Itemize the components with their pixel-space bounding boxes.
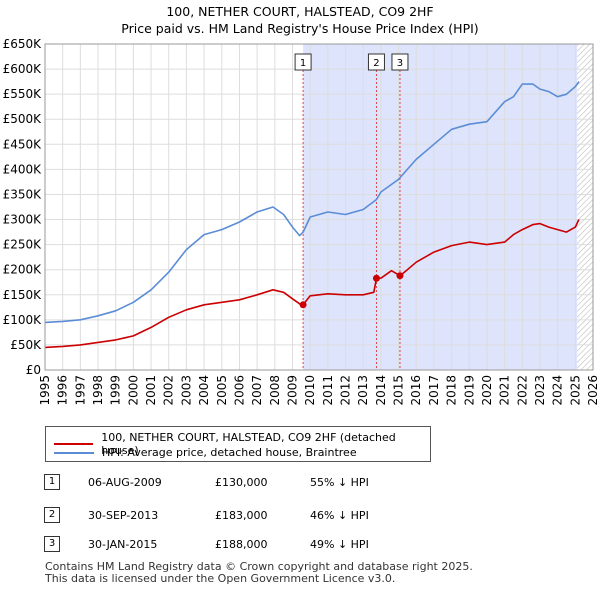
ownership-shaded-region: [303, 44, 578, 370]
footer-line-2: This data is licensed under the Open Gov…: [45, 572, 396, 585]
x-tick-label: 2015: [392, 375, 406, 406]
x-tick-label: 2011: [321, 375, 335, 406]
transaction-date: 06-AUG-2009: [88, 476, 162, 489]
x-tick-label: 2020: [480, 375, 494, 406]
x-tick-label: 2022: [515, 375, 529, 406]
legend-label-hpi: HPI: Average price, detached house, Brai…: [102, 446, 357, 459]
transactions-table: 1 06-AUG-2009 £130,000 55% ↓ HPI 2 30-SE…: [0, 470, 600, 560]
sale-marker-box: [391, 53, 409, 71]
x-tick-label: 2009: [285, 375, 299, 406]
transaction-hpi: 46% ↓ HPI: [310, 509, 369, 522]
x-tick-label: 2006: [232, 375, 246, 406]
title-line-1: 100, NETHER COURT, HALSTEAD, CO9 2HF: [166, 4, 434, 19]
y-tick-label: £200K: [3, 263, 43, 277]
transaction-price: £130,000: [215, 476, 268, 489]
x-tick-label: 2018: [445, 375, 459, 406]
legend: 100, NETHER COURT, HALSTEAD, CO9 2HF (de…: [45, 426, 431, 462]
y-tick-label: £600K: [3, 62, 43, 76]
x-tick-label: 2002: [162, 375, 176, 406]
transaction-row: 1 06-AUG-2009 £130,000 55% ↓ HPI: [0, 474, 600, 494]
transaction-date: 30-JAN-2015: [88, 538, 158, 551]
transaction-badge: 2: [44, 507, 60, 523]
transaction-hpi: 55% ↓ HPI: [310, 476, 369, 489]
x-tick-label: 2014: [374, 375, 388, 406]
sale-marker-box: [367, 53, 385, 71]
transaction-price: £188,000: [215, 538, 268, 551]
chart-title: 100, NETHER COURT, HALSTEAD, CO9 2HF Pri…: [0, 3, 600, 37]
y-tick-label: £450K: [3, 137, 43, 151]
y-tick-label: £550K: [3, 87, 43, 101]
x-tick-label: 2017: [427, 375, 441, 406]
x-tick-label: 2024: [551, 375, 565, 406]
x-tick-label: 2003: [179, 375, 193, 406]
price-chart: 1 2 3 £0 £50K £100K £150K £200K £250K £300K £350K…: [3, 37, 600, 406]
plot-frame: [44, 43, 594, 371]
sale-marker-label: 3: [397, 58, 403, 69]
x-tick-label: 1999: [109, 375, 123, 406]
future-hatched-region: [577, 44, 593, 370]
footer-line-1: Contains HM Land Registry data © Crown c…: [45, 560, 473, 573]
y-tick-label: £300K: [3, 213, 43, 227]
x-tick-label: 2025: [568, 375, 582, 406]
x-tick-label: 2026: [586, 375, 600, 406]
x-tick-label: 2023: [533, 375, 547, 406]
y-tick-label: £100K: [3, 313, 43, 327]
hpi-line: [44, 81, 580, 324]
sale-point: [299, 301, 307, 309]
legend-item-hpi: HPI: Average price, detached house, Brai…: [54, 446, 357, 459]
sale-marker-label: 2: [373, 58, 379, 69]
footer: Contains HM Land Registry data © Crown c…: [45, 561, 473, 585]
transaction-hpi: 49% ↓ HPI: [310, 538, 369, 551]
legend-swatch-property: [54, 443, 94, 445]
x-tick-label: 2005: [215, 375, 229, 406]
x-tick-label: 2021: [498, 375, 512, 406]
x-tick-label: 2012: [339, 375, 353, 406]
x-tick-label: 1995: [38, 375, 52, 406]
x-tick-label: 2008: [268, 375, 282, 406]
transaction-price: £183,000: [215, 509, 268, 522]
transaction-badge: 3: [44, 536, 60, 552]
x-tick-label: 1998: [91, 375, 105, 406]
x-tick-label: 2019: [462, 375, 476, 406]
legend-label-property: 100, NETHER COURT, HALSTEAD, CO9 2HF (de…: [101, 431, 396, 457]
x-tick-label: 2000: [126, 375, 140, 406]
y-tick-label: £650K: [3, 37, 43, 51]
x-tick-label: 1997: [73, 375, 87, 406]
transaction-row: 3 30-JAN-2015 £188,000 49% ↓ HPI: [0, 536, 600, 556]
legend-item-property: 100, NETHER COURT, HALSTEAD, CO9 2HF (de…: [54, 431, 430, 457]
transaction-row: 2 30-SEP-2013 £183,000 46% ↓ HPI: [0, 507, 600, 527]
y-tick-label: £50K: [10, 338, 42, 352]
y-tick-label: £400K: [3, 162, 43, 176]
property-price-line: [44, 219, 580, 349]
transaction-date: 30-SEP-2013: [88, 509, 159, 522]
x-tick-label: 2007: [250, 375, 264, 406]
x-tick-label: 2010: [303, 375, 317, 406]
x-tick-label: 2004: [197, 375, 211, 406]
y-tick-label: £0: [26, 363, 41, 377]
y-tick-label: £350K: [3, 187, 43, 201]
sale-marker-label: 1: [300, 58, 306, 69]
x-tick-label: 2016: [409, 375, 423, 406]
transaction-badge: 1: [44, 474, 60, 490]
x-tick-label: 2013: [356, 375, 370, 406]
sale-marker-box: [294, 53, 312, 71]
sale-point: [372, 274, 380, 282]
sale-point: [396, 272, 404, 280]
x-tick-label: 1996: [56, 375, 70, 406]
y-tick-label: £500K: [3, 112, 43, 126]
y-tick-label: £250K: [3, 238, 43, 252]
y-tick-label: £150K: [3, 288, 43, 302]
x-tick-label: 2001: [144, 375, 158, 406]
legend-swatch-hpi: [54, 451, 94, 454]
title-line-2: Price paid vs. HM Land Registry's House …: [121, 21, 479, 36]
